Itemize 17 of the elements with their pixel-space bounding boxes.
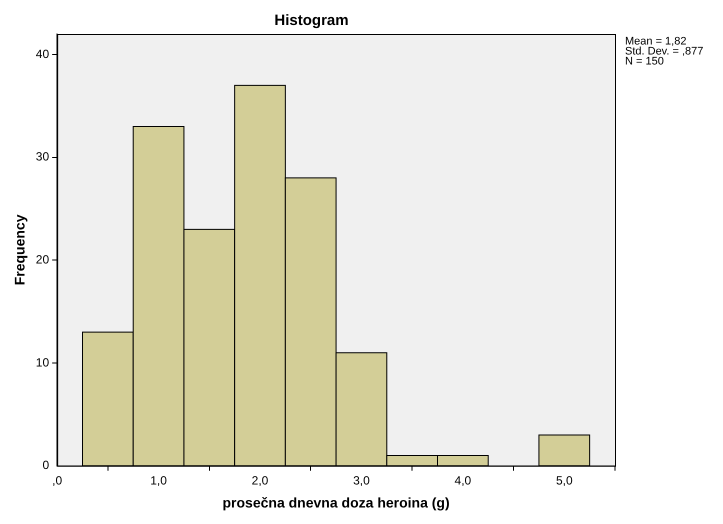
x-tick-label: ,0 [52,473,62,488]
text: Std. Dev. = ,877 [625,46,704,58]
y-tick-label: 0 [42,458,50,472]
y-tick-label: 30 [36,150,50,164]
x-tick-label: 5,0 [556,473,573,488]
x-axis-title: prosečna dnevna doza heroina (g) [222,494,450,510]
y-tick-label: 40 [36,46,50,61]
y-axis-title: Frequency [11,214,28,286]
x-tick-label: 4,0 [454,473,472,488]
chart-title: Histogram [274,12,349,30]
x-tick-label: 2,0 [252,473,269,488]
x-tick-label: 1,0 [150,473,168,488]
y-tick-label: 10 [36,355,50,370]
text: Mean = 1,82 [625,36,686,48]
y-tick-label: 20 [36,252,50,266]
x-tick-label: 3,0 [353,473,370,488]
text: N = 150 [625,56,664,68]
